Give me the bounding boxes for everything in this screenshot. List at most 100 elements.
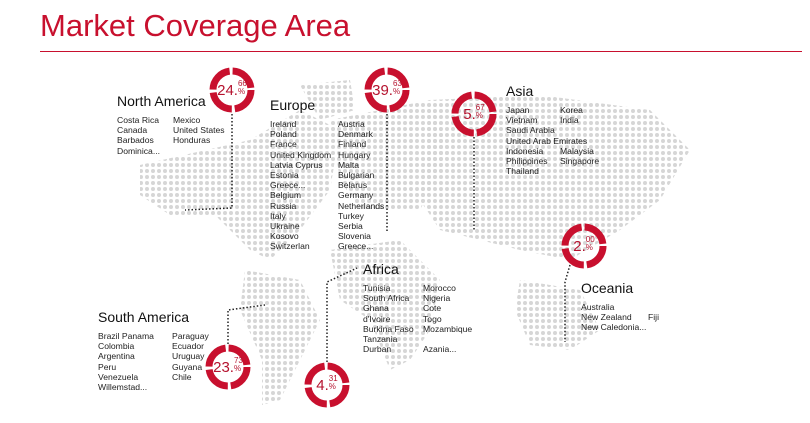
country-column: Ireland Poland France United Kingdom Latvia … — [270, 119, 338, 252]
country-item: Togo — [423, 313, 442, 324]
country-item: Malaysia — [560, 145, 594, 156]
country-item: Brazil Panama — [98, 331, 154, 341]
country-column: Mexico United States Honduras — [173, 115, 225, 156]
asia-percent-ring: 5. 67% — [451, 91, 497, 137]
country-item: Durban — [363, 344, 392, 355]
map-africa — [330, 240, 440, 370]
country-item: Austria — [338, 119, 365, 129]
country-item: New Caledonia... — [581, 322, 647, 333]
region-heading: North America — [117, 93, 206, 109]
country-item: New Zealand — [581, 312, 632, 323]
country-item: Serbia — [338, 221, 363, 232]
north-america-percent-ring: 24. 66% — [209, 67, 255, 113]
country-item: Belarus — [338, 180, 368, 191]
region-africa: Africa Tunisia South Africa Ghana d'Ivoire Bu… — [363, 261, 472, 354]
country-item: Greece... — [338, 241, 374, 252]
map-europe — [330, 100, 450, 210]
country-item: Indonesia — [506, 145, 544, 156]
country-item: Dominica... — [117, 145, 160, 156]
percent-fraction: 00 — [585, 235, 595, 244]
country-column: Austria Denmark Finland Hungary Malta Bulgari… — [338, 119, 384, 252]
country-item: Fiji — [648, 312, 659, 323]
country-item: Venezuela — [98, 371, 139, 382]
percent-integer: 2. — [573, 237, 586, 255]
country-item: Costa Rica — [117, 115, 160, 125]
country-item: Peru — [98, 361, 117, 372]
country-item: Ireland — [270, 119, 297, 129]
country-item: Slovenia — [338, 231, 371, 242]
country-item: Finland — [338, 139, 367, 150]
country-item: Italy — [270, 210, 286, 221]
region-oceania: Oceania Australia New Zealand New Caledonia… — [581, 280, 659, 333]
region-heading: Asia — [506, 83, 534, 99]
ring-chart-icon — [205, 344, 251, 390]
europe-percent-ring: 39. 63% — [364, 67, 410, 113]
country-item: Honduras — [173, 135, 211, 146]
percent-fraction: 66 — [237, 79, 247, 88]
map-greenland — [300, 80, 355, 120]
country-item: Tunisia — [363, 283, 391, 293]
region-europe: Europe Ireland Poland France United Kingdom L… — [270, 97, 384, 252]
ring-chart-icon — [364, 67, 410, 113]
country-item: Nigeria — [423, 293, 451, 304]
country-item: Chile — [172, 371, 192, 382]
country-column: Australia New Zealand New Caledonia... — [581, 302, 648, 333]
percent-fraction: 73 — [233, 356, 243, 365]
percent-integer: 23. — [213, 358, 234, 376]
country-item: Switzerlan — [270, 241, 310, 252]
region-heading: Africa — [363, 261, 399, 277]
country-item: Colombia — [98, 341, 135, 352]
country-item: Malta — [338, 159, 360, 170]
country-item — [560, 136, 599, 146]
percent-fraction: 67 — [475, 103, 485, 112]
percent-integer: 4. — [316, 376, 329, 394]
country-item: United Kingdom — [270, 149, 332, 160]
country-item: Morocco — [423, 283, 456, 293]
country-column: Korea India Malaysia Singapore — [560, 105, 599, 176]
percent-integer: 5. — [463, 105, 476, 123]
country-item: Turkey — [338, 210, 364, 221]
country-item: Mexico — [173, 115, 201, 125]
percent-integer: 39. — [372, 81, 393, 99]
region-heading: Oceania — [581, 280, 634, 296]
country-item — [423, 334, 472, 344]
country-item: France — [270, 139, 297, 150]
country-item: Germany — [338, 190, 374, 201]
title-divider — [40, 51, 802, 52]
country-item: Canada — [117, 125, 148, 136]
country-item: Mozambique — [423, 323, 473, 334]
country-column: Tunisia South Africa Ghana d'Ivoire Burkina … — [363, 283, 423, 354]
country-item: United States — [173, 125, 225, 136]
country-item: Japan — [506, 105, 530, 115]
percent-sign: % — [475, 111, 483, 120]
country-item: Kosovo — [270, 231, 299, 242]
country-item: Guyana — [172, 361, 203, 372]
percent-sign: % — [585, 243, 593, 252]
ring-chart-icon — [209, 67, 255, 113]
country-item: Vietnam — [506, 115, 538, 126]
country-column: Morocco Nigeria Cote Togo Mozambique Azania.… — [423, 283, 472, 354]
country-item: Russia — [270, 200, 297, 211]
percent-sign: % — [392, 87, 401, 96]
connector-africa — [326, 267, 358, 362]
region-asia: Asia Japan Vietnam Saudi Arabia United Arab … — [506, 83, 599, 176]
percent-sign: % — [233, 364, 242, 373]
country-item: Tanzania — [363, 334, 398, 345]
country-item: Hungary — [338, 149, 371, 160]
country-item — [648, 302, 659, 312]
country-item: Belgium — [270, 190, 302, 201]
country-item: Ecuador — [172, 341, 205, 352]
ring-chart-icon — [451, 91, 497, 137]
country-item: Philippines — [506, 156, 548, 167]
country-item: Barbados — [117, 135, 154, 146]
country-item: Willemstad... — [98, 382, 148, 393]
ring-chart-icon — [561, 223, 607, 269]
region-south-america: South America Brazil Panama Colombia Argent… — [98, 309, 209, 392]
region-heading: Europe — [270, 97, 316, 113]
country-item: Ukraine — [270, 221, 300, 232]
country-item: Thailand — [506, 166, 539, 177]
country-column: Costa Rica Canada Barbados Dominica... — [117, 115, 173, 156]
percent-fraction: 31 — [328, 374, 338, 383]
